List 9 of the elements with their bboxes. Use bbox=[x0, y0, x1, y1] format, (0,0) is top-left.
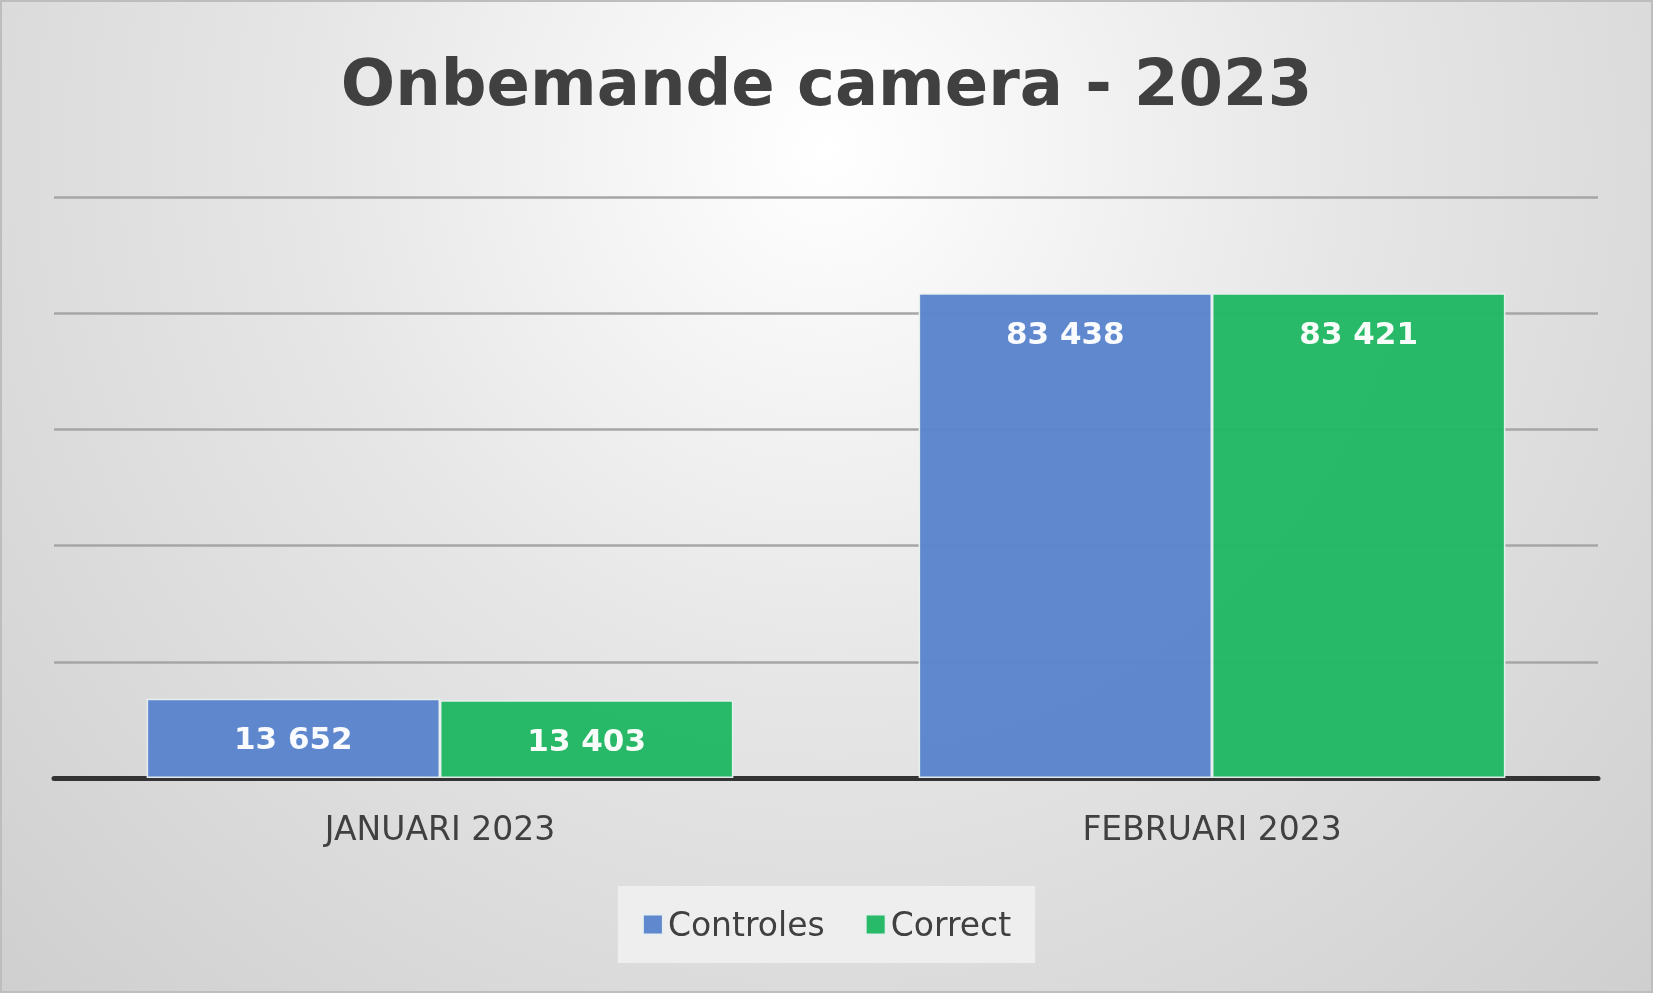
data-label: 83 421 bbox=[1299, 314, 1419, 351]
data-label: 13 652 bbox=[233, 720, 353, 757]
data-label: 13 403 bbox=[527, 721, 647, 758]
x-tick-label: FEBRUARI 2023 bbox=[1082, 809, 1342, 848]
chart-title: Onbemande camera - 2023 bbox=[340, 46, 1313, 120]
data-label: 83 438 bbox=[1005, 314, 1125, 351]
legend-label: Controles bbox=[667, 905, 825, 944]
legend-label: Correct bbox=[890, 905, 1012, 944]
x-tick-label: JANUARI 2023 bbox=[322, 809, 556, 848]
